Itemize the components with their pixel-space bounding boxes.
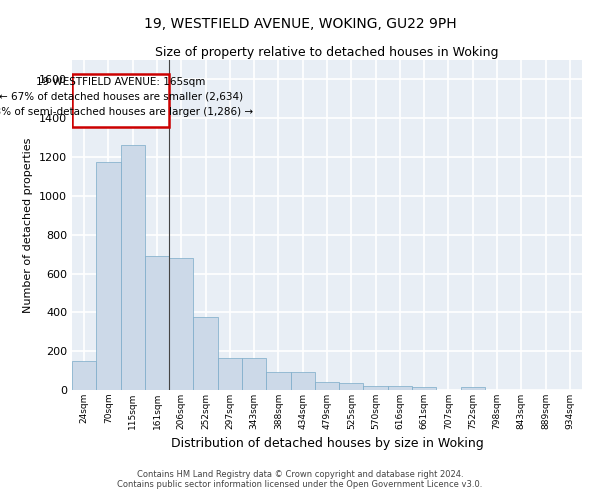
Bar (266, 372, 290, 390)
Bar (242, 358, 266, 390)
Bar (339, 383, 364, 390)
X-axis label: Distribution of detached houses by size in Woking: Distribution of detached houses by size … (170, 438, 484, 450)
Text: 19, WESTFIELD AVENUE, WOKING, GU22 9PH: 19, WESTFIELD AVENUE, WOKING, GU22 9PH (143, 18, 457, 32)
Bar (315, 382, 339, 390)
Bar (218, 358, 242, 390)
Bar (193, 317, 218, 390)
Text: 33% of semi-detached houses are larger (1,286) →: 33% of semi-detached houses are larger (… (0, 107, 253, 117)
Bar (169, 258, 193, 390)
Bar (412, 387, 436, 390)
Text: ← 67% of detached houses are smaller (2,634): ← 67% of detached houses are smaller (2,… (0, 92, 242, 102)
Title: Size of property relative to detached houses in Woking: Size of property relative to detached ho… (155, 46, 499, 59)
Bar (96, 162, 121, 390)
Text: Contains HM Land Registry data © Crown copyright and database right 2024.
Contai: Contains HM Land Registry data © Crown c… (118, 470, 482, 489)
Text: 19 WESTFIELD AVENUE: 165sqm: 19 WESTFIELD AVENUE: 165sqm (36, 76, 205, 86)
Bar (145, 256, 169, 390)
Bar (72, 74, 169, 127)
Bar (388, 386, 412, 390)
Bar (290, 372, 315, 390)
Bar (461, 387, 485, 390)
Bar (121, 146, 145, 390)
Bar (72, 361, 96, 390)
Bar (364, 386, 388, 390)
Y-axis label: Number of detached properties: Number of detached properties (23, 138, 34, 312)
